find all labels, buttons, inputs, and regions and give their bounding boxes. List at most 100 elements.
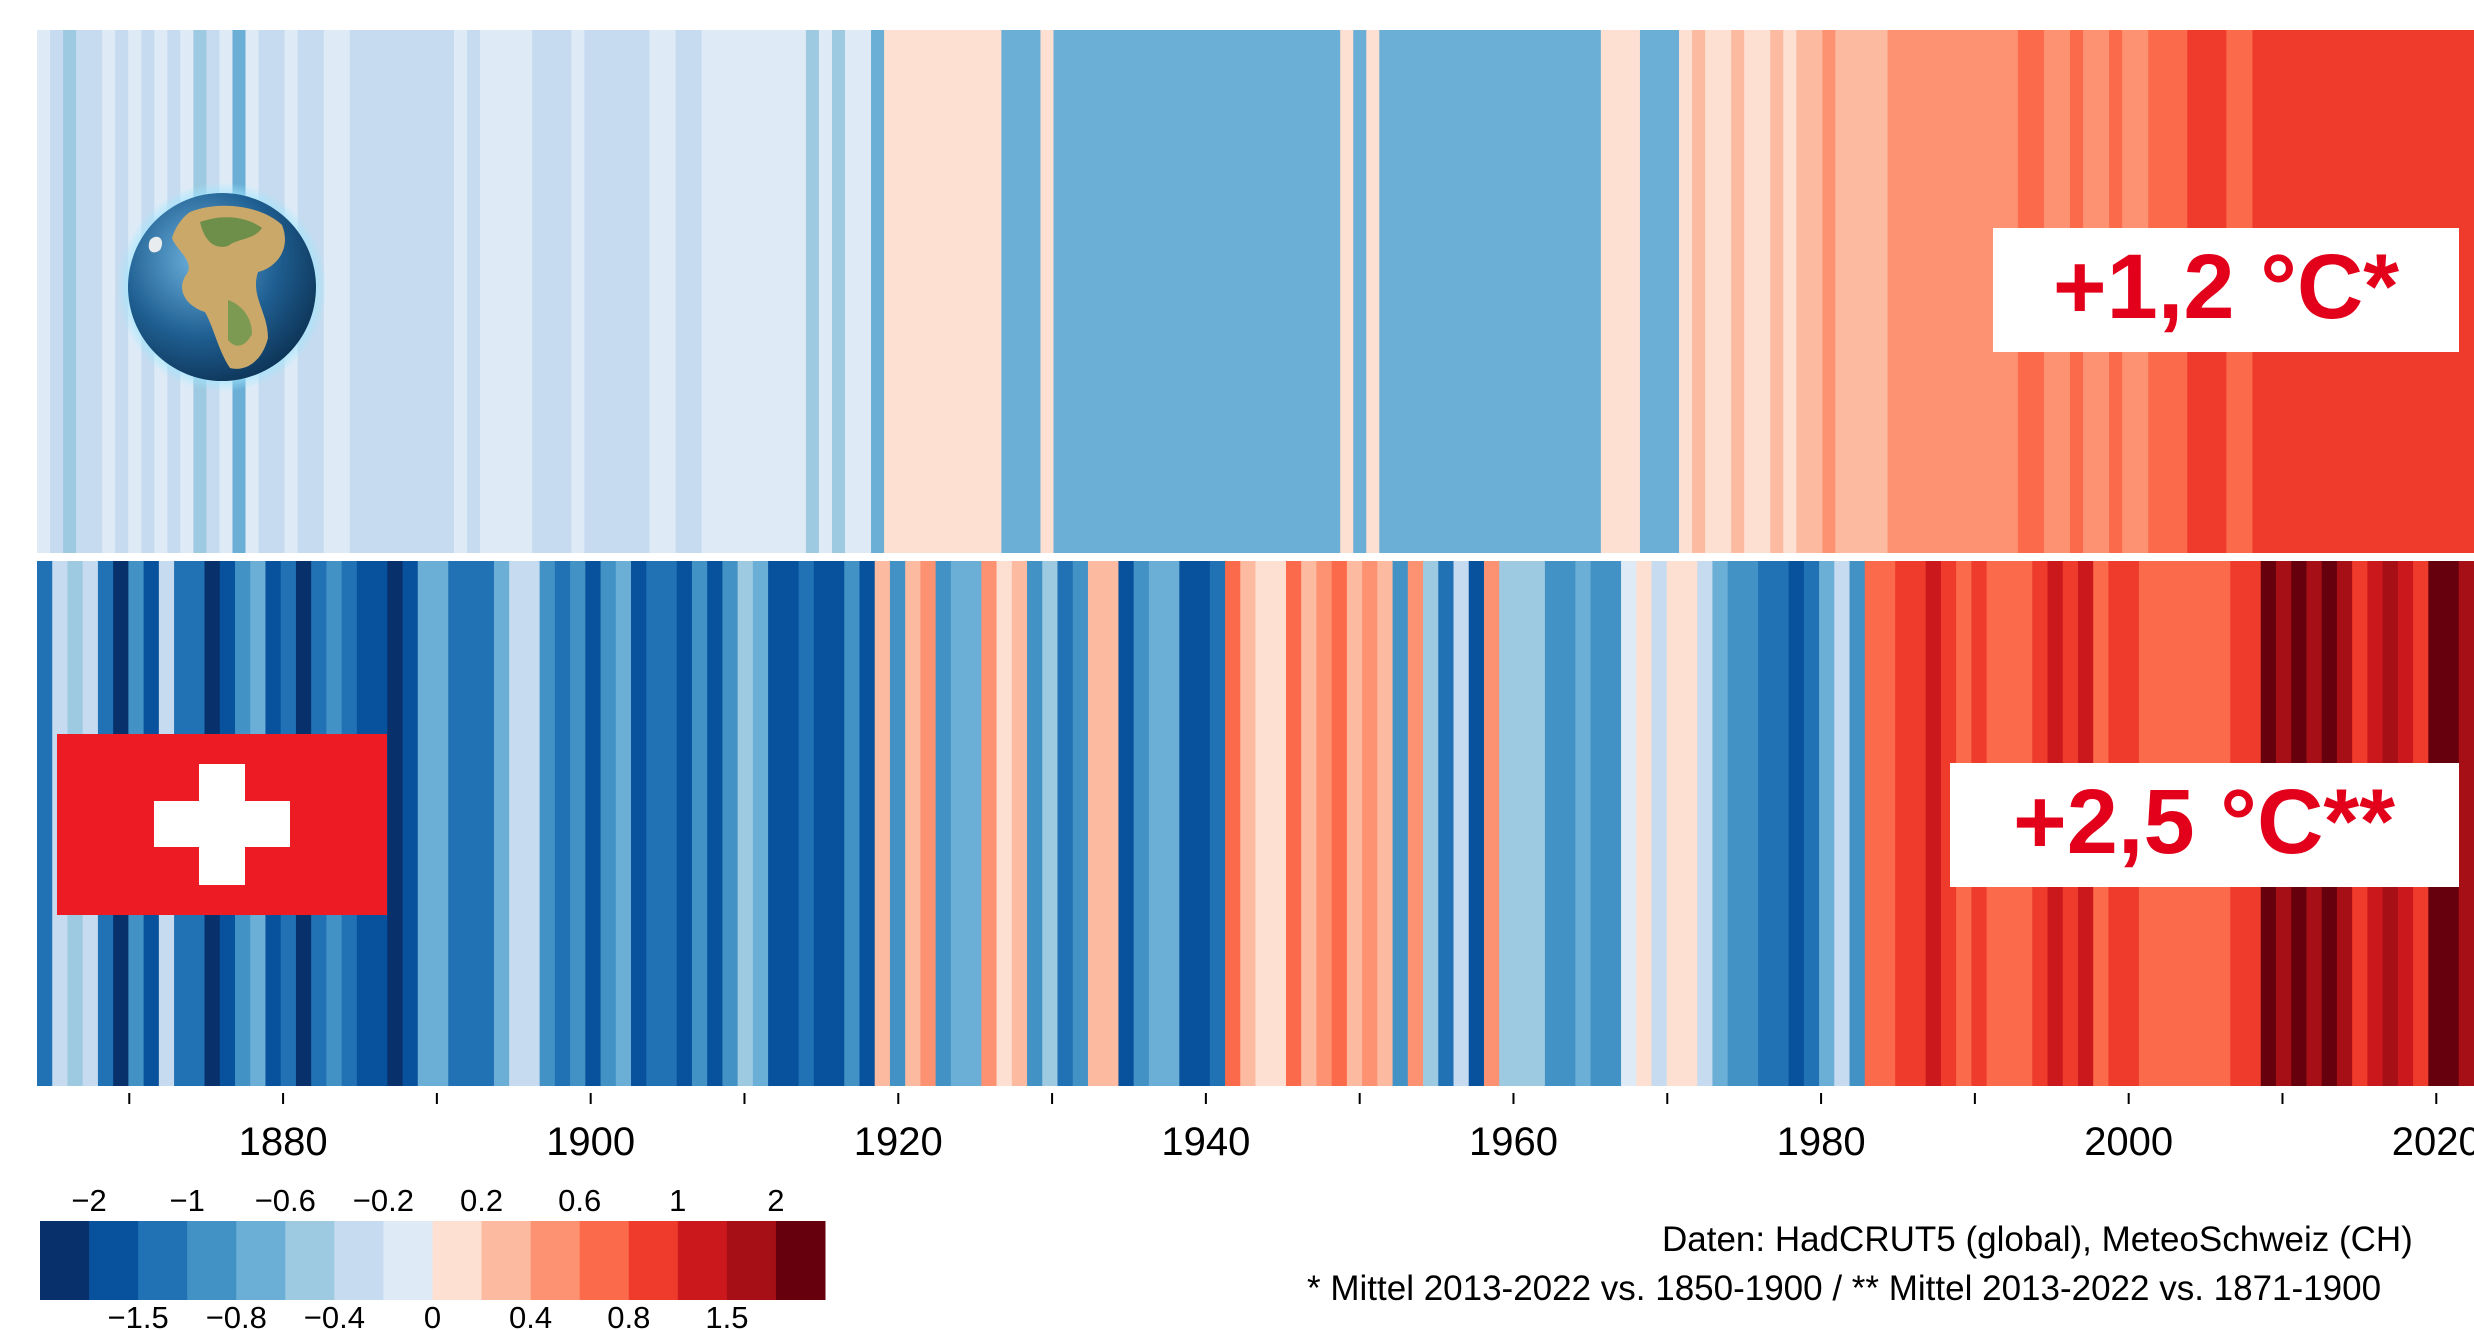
global-stripe [623, 30, 638, 553]
global-stripe [1170, 30, 1185, 553]
ch-stripe [874, 561, 891, 1086]
ch-annotation: +2,5 °C** [1950, 763, 2459, 887]
global-stripe [1314, 30, 1328, 553]
x-tick-label: 2000 [2084, 1120, 2173, 1164]
global-stripe [362, 30, 377, 553]
ch-stripe [1940, 561, 1957, 1086]
global-stripe [519, 30, 533, 553]
global-stripe [1353, 30, 1367, 553]
ch-stripe [1087, 561, 1104, 1086]
ch-stripe [1544, 561, 1561, 1086]
global-stripe [1105, 30, 1120, 553]
ch-stripe [829, 561, 845, 1086]
global-stripe [1509, 30, 1524, 553]
ch-stripe [524, 561, 541, 1086]
ch-stripe [1179, 561, 1196, 1086]
global-stripe [76, 30, 90, 553]
ch-stripe [661, 561, 678, 1086]
ch-stripe [1240, 561, 1257, 1086]
swiss-flag-icon [57, 734, 387, 915]
ch-stripe [1727, 561, 1744, 1086]
global-stripe [1418, 30, 1433, 553]
global-stripe [962, 30, 976, 553]
legend-swatch [481, 1221, 532, 1300]
ch-stripe [1285, 561, 1302, 1086]
global-stripe [1262, 30, 1276, 553]
global-stripe [545, 30, 559, 553]
ch-stripe [478, 561, 495, 1086]
ch-stripe [1133, 561, 1150, 1086]
global-stripes [37, 30, 2474, 553]
global-stripe [532, 30, 546, 553]
global-stripe [871, 30, 885, 553]
global-stripe [858, 30, 872, 553]
ch-stripe [707, 561, 723, 1086]
ch-stripe [1483, 561, 1500, 1086]
global-stripe [1639, 30, 1654, 553]
global-stripe [792, 30, 807, 553]
ch-stripe [737, 561, 754, 1086]
global-stripe [610, 30, 625, 553]
global-stripe [89, 30, 103, 553]
ch-stripe [1103, 561, 1120, 1086]
switzerland-stripes [37, 561, 2474, 1086]
global-stripe [597, 30, 612, 553]
global-stripe [1548, 30, 1563, 553]
ch-stripe [966, 561, 982, 1086]
legend-swatch [775, 1221, 826, 1300]
global-stripe [50, 30, 64, 553]
global-stripe [1131, 30, 1146, 553]
global-stripe [1079, 30, 1094, 553]
global-stripe [1874, 30, 1889, 553]
ch-stripe [1270, 561, 1287, 1086]
ch-stripe [1027, 561, 1043, 1086]
global-stripe [1431, 30, 1446, 553]
legend-label-top: 0.2 [460, 1183, 503, 1218]
x-tick-label: 1920 [854, 1120, 943, 1164]
ch-stripe [1407, 561, 1424, 1086]
ch-stripe [798, 561, 815, 1086]
ch-stripe [1194, 561, 1211, 1086]
global-stripe [1496, 30, 1511, 553]
ch-stripe [1651, 561, 1668, 1086]
ch-stripe [935, 561, 952, 1086]
global-stripe [1783, 30, 1797, 553]
legend-swatch [187, 1221, 237, 1300]
global-stripe [1522, 30, 1537, 553]
ch-stripe [905, 561, 922, 1086]
global-stripe [467, 30, 481, 553]
ch-stripe [1331, 561, 1348, 1086]
global-stripe [805, 30, 820, 553]
legend-swatch [628, 1221, 679, 1300]
ch-stripe [1423, 561, 1439, 1086]
ch-stripe [615, 561, 632, 1086]
legend-swatch [138, 1221, 188, 1300]
ch-stripe [1453, 561, 1470, 1086]
ch-stripe [1605, 561, 1622, 1086]
ch-stripe [691, 561, 708, 1086]
ch-stripe [585, 561, 602, 1086]
global-stripe [1066, 30, 1081, 553]
legend-label-bottom: −0.8 [206, 1300, 267, 1330]
global-stripe [1157, 30, 1172, 553]
global-stripe [1027, 30, 1042, 553]
global-stripe [1183, 30, 1198, 553]
global-stripe [1926, 30, 1941, 553]
global-stripe [1796, 30, 1810, 553]
global-annotation: +1,2 °C* [1993, 228, 2459, 352]
global-stripe [1040, 30, 1055, 553]
ch-stripe [859, 561, 876, 1086]
global-stripe [1561, 30, 1576, 553]
global-stripe [349, 30, 364, 553]
ch-stripe [1925, 561, 1942, 1086]
ch-stripe [783, 561, 800, 1086]
global-stripe [440, 30, 455, 553]
global-stripe [714, 30, 729, 553]
ch-stripe [1301, 561, 1318, 1086]
ch-stripe [1849, 561, 1866, 1086]
color-legend: −2 −1 −0.6 −0.2 0.2 0.6 1 2 −1.5 −0.8 −0.4 0 0.4 0.8 1… [40, 1183, 826, 1330]
x-axis: 1880 1900 1920 1940 1960 1980 2000 2020 [128, 1093, 2474, 1164]
global-stripe [1626, 30, 1641, 553]
legend-swatch [334, 1221, 384, 1300]
ch-stripe [1895, 561, 1912, 1086]
